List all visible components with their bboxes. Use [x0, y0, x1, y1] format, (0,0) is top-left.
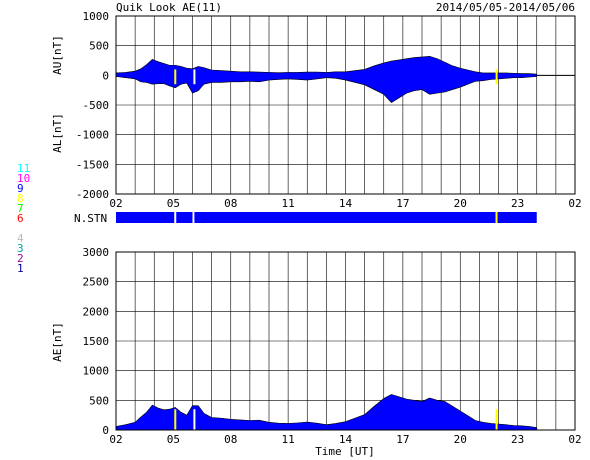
x-tick-label: 20 [454, 197, 467, 210]
y-tick-label: -500 [83, 99, 110, 112]
station-legend-item: 2 [17, 252, 24, 265]
station-count-segment [192, 212, 195, 223]
y-tick-label: 2500 [83, 276, 110, 289]
ae-axis-label: AE[nT] [51, 322, 64, 362]
y-tick-label: 1000 [83, 10, 110, 23]
x-tick-label: 02 [568, 197, 581, 210]
station-count-bar: N.STN [74, 212, 537, 225]
y-tick-label: -1000 [76, 129, 109, 142]
x-tick-label: 08 [224, 433, 237, 446]
station-legend: 11 10 9 8 7 6 5 4 3 2 1 [17, 162, 37, 275]
station-legend-item: 11 [17, 162, 31, 175]
ae-area [115, 394, 538, 431]
x-tick-label: 17 [396, 197, 409, 210]
y-tick-label: -2000 [76, 188, 109, 201]
figure-title: Quik Look AE(11) [116, 1, 222, 14]
station-legend-item: 5 [17, 222, 24, 235]
au-axis-label: AU[nT] [51, 35, 64, 75]
y-tick-label: 500 [89, 40, 109, 53]
station-count-segments [116, 212, 537, 223]
x-tick-label: 23 [511, 433, 524, 446]
x-tick-label: 05 [167, 433, 180, 446]
station-count-segment [495, 212, 498, 223]
station-legend-item: 7 [17, 202, 24, 215]
x-tick-label: 02 [568, 433, 581, 446]
au-al-y-tick-labels: 1000 500 0 -500 -1000 -1500 -2000 [76, 10, 109, 201]
station-legend-item: 1 [17, 262, 24, 275]
au-al-panel: 1000 500 0 -500 -1000 -1500 -2000 02 05 08 11 14 17… [51, 10, 582, 210]
x-tick-label: 23 [511, 197, 524, 210]
ae-y-tick-labels: 3000 2500 2000 1500 1000 500 0 [83, 246, 110, 437]
au-al-data-gaps [174, 69, 498, 85]
x-tick-label: 02 [109, 433, 122, 446]
ae-x-tick-labels: 02 05 08 11 14 17 20 23 02 [109, 433, 581, 446]
x-tick-label: 17 [396, 433, 409, 446]
x-tick-label: 05 [167, 197, 180, 210]
station-legend-item: 4 [17, 232, 24, 245]
x-tick-label: 14 [339, 197, 353, 210]
station-legend-item: 8 [17, 192, 24, 205]
x-tick-label: 14 [339, 433, 353, 446]
station-count-segment [116, 212, 175, 223]
y-tick-label: 3000 [83, 246, 110, 259]
station-count-segment [176, 212, 193, 223]
time-axis-label: Time [UT] [315, 445, 375, 458]
x-tick-label: 02 [109, 197, 122, 210]
date-range: 2014/05/05-2014/05/06 [436, 1, 575, 14]
ae-frame [115, 251, 576, 431]
ae-grid [116, 252, 575, 430]
x-tick-label: 08 [224, 197, 237, 210]
x-tick-label: 20 [454, 433, 467, 446]
ae-data-gaps [174, 409, 498, 430]
x-tick-label: 11 [282, 433, 295, 446]
y-tick-label: 0 [102, 424, 109, 437]
ae-panel: 3000 2500 2000 1500 1000 500 0 02 05 08 11 14 17 20 2… [51, 246, 582, 458]
au-al-area [115, 56, 538, 104]
au-al-x-tick-labels: 02 05 08 11 14 17 20 23 02 [109, 197, 581, 210]
y-tick-label: 2000 [83, 305, 110, 318]
al-axis-label: AL[nT] [51, 113, 64, 153]
y-tick-label: -1500 [76, 158, 109, 171]
y-tick-label: 1500 [83, 335, 110, 348]
y-tick-label: 0 [102, 69, 109, 82]
station-legend-item: 3 [17, 242, 24, 255]
station-count-segment [174, 212, 177, 223]
station-count-segment [194, 212, 496, 223]
station-count-segment [497, 212, 537, 223]
station-count-label: N.STN [74, 212, 107, 225]
y-tick-label: 500 [89, 394, 109, 407]
station-legend-item: 6 [17, 212, 24, 225]
au-al-frame [115, 15, 576, 195]
au-al-grid [116, 16, 575, 194]
station-legend-item: 9 [17, 182, 24, 195]
y-tick-label: 1000 [83, 365, 110, 378]
x-tick-label: 11 [282, 197, 295, 210]
station-legend-item: 10 [17, 172, 31, 185]
